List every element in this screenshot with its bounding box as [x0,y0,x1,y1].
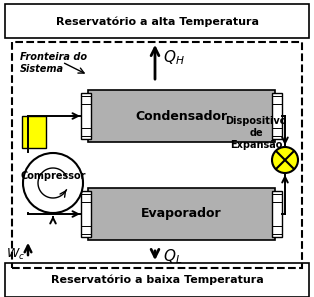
Bar [272,191,282,237]
Text: Compressor: Compressor [20,171,86,181]
Text: Reservatório a baixa Temperatura: Reservatório a baixa Temperatura [51,275,263,285]
Bar [81,191,91,237]
Circle shape [23,153,83,213]
Text: Fronteira do
Sistema: Fronteira do Sistema [20,52,87,74]
Text: Condensador: Condensador [135,110,228,122]
Text: $Q_L$: $Q_L$ [163,248,182,266]
Circle shape [272,147,298,173]
Text: $W_c$: $W_c$ [7,247,25,262]
Text: Evaporador: Evaporador [141,208,222,220]
Bar [81,93,91,139]
Text: Dispositivo
de
Expansão: Dispositivo de Expansão [225,116,287,150]
Bar [5,4,309,38]
Bar [12,42,302,268]
Bar [5,263,309,297]
Bar [88,188,275,240]
Bar [272,93,282,139]
Bar [88,90,275,142]
Text: $Q_H$: $Q_H$ [163,49,185,67]
Text: Reservatório a alta Temperatura: Reservatório a alta Temperatura [56,17,258,27]
Bar [22,116,46,148]
